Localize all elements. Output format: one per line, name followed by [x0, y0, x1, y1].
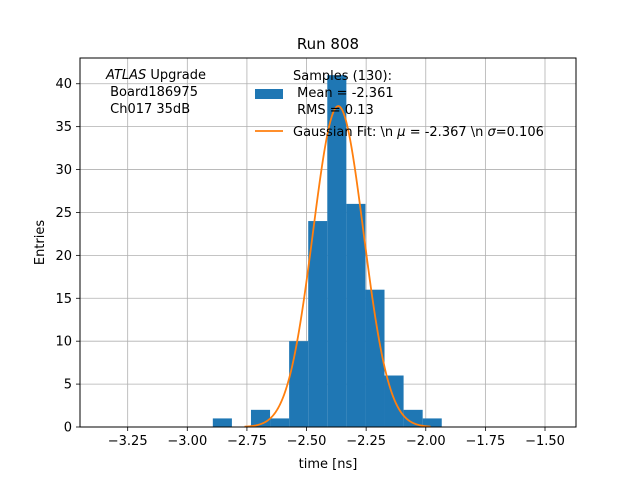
legend-histogram-line-1: Samples (130): — [293, 69, 392, 84]
x-tick-label: −1.50 — [525, 434, 565, 449]
legend-fit-prefix: Gaussian Fit: \n — [293, 125, 397, 140]
histogram-bar — [384, 375, 404, 427]
y-ticks: 0 5 10 15 20 25 30 35 40 — [55, 77, 80, 436]
legend-fit-mu: μ — [396, 125, 405, 140]
x-tick-label: −2.00 — [406, 434, 446, 449]
legend: Samples (130): Mean = -2.361 RMS = 0.13 … — [255, 69, 544, 140]
y-tick-label: 15 — [55, 292, 72, 307]
x-tick-label: −2.50 — [287, 434, 327, 449]
annotation-line-2: Board186975 — [106, 85, 198, 100]
histogram-bars — [212, 75, 442, 428]
x-tick-label: −3.00 — [167, 434, 207, 449]
legend-histogram-line-3: RMS = 0.13 — [293, 103, 374, 118]
atlas-annotation: ATLAS Upgrade Board186975 Ch017 35dB — [105, 68, 206, 117]
x-tick-label: −2.25 — [346, 434, 386, 449]
fit-layer — [244, 105, 431, 428]
plot-frame — [79, 57, 577, 428]
legend-fit-suffix: =0.106 — [496, 125, 544, 140]
annotation-line-3: Ch017 35dB — [106, 102, 190, 117]
x-axis-title: time [ns] — [299, 457, 358, 472]
y-tick-label: 10 — [55, 335, 72, 350]
legend-fit-label: Gaussian Fit: \n μ = -2.367 \n σ=0.106 — [293, 125, 544, 140]
y-tick-label: 20 — [55, 249, 72, 264]
chart-title: Run 808 — [297, 35, 359, 53]
y-tick-label: 0 — [64, 421, 72, 436]
histogram-bar — [403, 409, 423, 427]
annotation-atlas: ATLAS — [105, 68, 146, 83]
y-axis-title: Entries — [33, 220, 48, 266]
x-tick-label: −1.75 — [465, 434, 505, 449]
legend-histogram-swatch — [255, 89, 283, 99]
y-tick-label: 30 — [55, 163, 72, 178]
x-tick-label: −3.25 — [108, 434, 148, 449]
y-tick-label: 25 — [55, 206, 72, 221]
legend-histogram-line-2: Mean = -2.361 — [293, 86, 394, 101]
legend-fit-sigma: σ — [488, 125, 497, 140]
annotation-upgrade: Upgrade — [146, 68, 206, 83]
x-tick-label: −2.75 — [227, 434, 267, 449]
y-tick-label: 35 — [55, 120, 72, 135]
histogram-bar — [346, 203, 366, 427]
y-tick-label: 40 — [55, 77, 72, 92]
histogram-bar — [422, 418, 442, 427]
legend-fit-middle: = -2.367 \n — [406, 125, 488, 140]
x-ticks: −3.25 −3.00 −2.75 −2.50 −2.25 −2.00 −1.75 −1.50 — [108, 427, 565, 449]
histogram-bar — [212, 418, 232, 427]
histogram-bar — [308, 221, 328, 427]
histogram-bar — [270, 418, 290, 427]
gaussian-fit-line — [244, 105, 431, 428]
annotation-line-1: ATLAS Upgrade — [105, 68, 206, 83]
y-tick-label: 5 — [64, 378, 72, 393]
histogram-bar — [365, 289, 385, 427]
histogram-bar — [289, 341, 309, 427]
histogram-bar — [327, 75, 347, 428]
